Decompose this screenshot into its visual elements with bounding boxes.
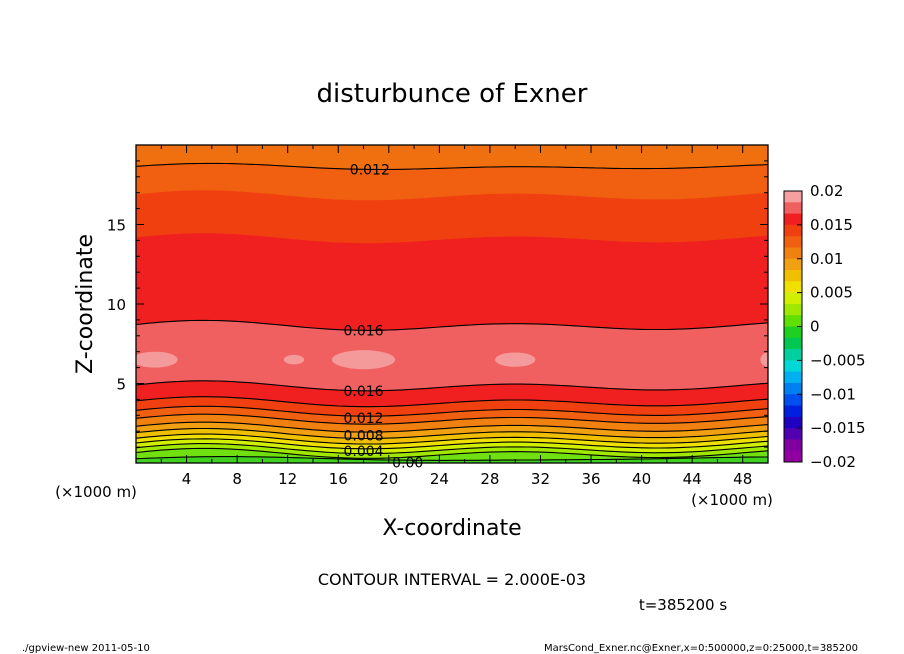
colorbar-segment (784, 382, 802, 395)
colorbar-tick-label: 0 (810, 318, 820, 336)
x-tick-label: 24 (430, 470, 449, 488)
x-tick-label: 28 (480, 470, 499, 488)
colorbar-segment (784, 202, 802, 215)
colorbar-segment (784, 337, 802, 350)
y-axis-unit: (×1000 m) (55, 483, 137, 501)
contour-line (136, 433, 768, 445)
contour-line (136, 319, 768, 331)
colorbar-segment (784, 292, 802, 305)
x-tick-label: 40 (632, 470, 651, 488)
colorbar-segment (784, 326, 802, 339)
x-tick-label: 32 (531, 470, 550, 488)
chart-title: disturbunce of Exner (317, 79, 588, 109)
contour-line (136, 443, 768, 455)
contour-highlight (494, 352, 536, 367)
time-text: t=385200 s (639, 596, 727, 614)
x-tick-label: 12 (278, 470, 297, 488)
colorbar-segment (784, 281, 802, 294)
colorbar-ticks: 0.02 0.015 0.01 0.005 0 −0.005 −0.01 −0.015 −0.0… (797, 182, 866, 471)
highlight-layer (136, 350, 768, 370)
contour-line (136, 421, 768, 433)
colorbar-segment (784, 371, 802, 384)
colorbar-tick-label: −0.015 (810, 419, 866, 437)
colorbar-tick-label: −0.01 (810, 385, 856, 403)
colorbar-segment (784, 247, 802, 260)
x-tick-label: 4 (182, 470, 192, 488)
colorbar-segment (784, 439, 802, 452)
contour-line (136, 380, 768, 392)
colorbar-segment (784, 360, 802, 373)
colorbar-tick-label: −0.02 (810, 453, 856, 471)
x-tick-label: 8 (232, 470, 242, 488)
footer-left: ./gpview-new 2011-05-10 (22, 643, 150, 654)
colorbar-segment (784, 416, 802, 429)
contour-label: 0.004 (343, 444, 383, 460)
x-axis-label: X-coordinate (382, 516, 521, 541)
contour-line (136, 405, 768, 417)
x-tick-label: 44 (683, 470, 702, 488)
contour-line (136, 396, 768, 408)
colorbar-segment (784, 405, 802, 418)
contour-fill-layer (136, 145, 768, 463)
x-tick-label: 16 (329, 470, 348, 488)
contour-line (136, 447, 768, 459)
colorbar-segment (784, 428, 802, 440)
contour-line (136, 427, 768, 440)
colorbar-tick-label: 0.015 (810, 216, 853, 234)
contour-label: 0.012 (343, 411, 383, 427)
colorbar-tick-label: 0.005 (810, 284, 853, 302)
y-tick-label: 10 (107, 296, 126, 314)
y-axis-ticks: 5 10 15 (107, 160, 768, 448)
contour-line (136, 162, 768, 171)
y-tick-label: 5 (116, 376, 126, 394)
footer-right: MarsCond_Exner.nc@Exner,x=0:500000,z=0:2… (544, 643, 858, 654)
contour-highlight (331, 350, 396, 370)
contour-label: 0.016 (343, 384, 383, 400)
colorbar-segment (784, 258, 802, 271)
colorbar-segment (784, 394, 802, 407)
x-axis-unit: (×1000 m) (691, 491, 773, 509)
x-axis-ticks: 4 8 12 16 20 24 28 32 36 40 44 48 (160, 145, 752, 488)
colorbar-segment (784, 213, 802, 226)
colorbar-tick-label: 0.02 (810, 182, 843, 200)
contour-line (136, 456, 768, 461)
y-axis-label: Z-coordinate (73, 234, 98, 374)
contour-line (136, 413, 768, 425)
contour-label: 0.012 (350, 162, 390, 178)
contour-label: 0.016 (343, 323, 383, 339)
contour-highlight (760, 352, 768, 367)
contour-highlight (136, 351, 178, 368)
contour-lines-layer (136, 162, 768, 461)
x-tick-label: 48 (733, 470, 752, 488)
contour-interval-text: CONTOUR INTERVAL = 2.000E-03 (318, 570, 586, 589)
y-tick-label: 15 (107, 217, 126, 235)
contour-band (136, 320, 768, 392)
contour-highlight (283, 354, 305, 365)
contour-label: 0.008 (343, 428, 383, 444)
colorbar-segment (784, 236, 802, 248)
colorbar-segment (784, 270, 802, 282)
colorbar-segment (784, 450, 802, 463)
colorbar-segment (784, 349, 802, 361)
colorbar-tick-label: −0.005 (810, 351, 866, 369)
colorbar-tick-label: 0.01 (810, 250, 843, 268)
colorbar-segment (784, 224, 802, 237)
x-tick-label: 36 (581, 470, 600, 488)
contour-line (136, 438, 768, 450)
x-tick-label: 20 (379, 470, 398, 488)
colorbar-segment (784, 315, 802, 327)
contour-band (136, 232, 768, 331)
colorbar-segment (784, 191, 802, 203)
colorbar (783, 190, 803, 463)
colorbar-segment (784, 303, 802, 316)
